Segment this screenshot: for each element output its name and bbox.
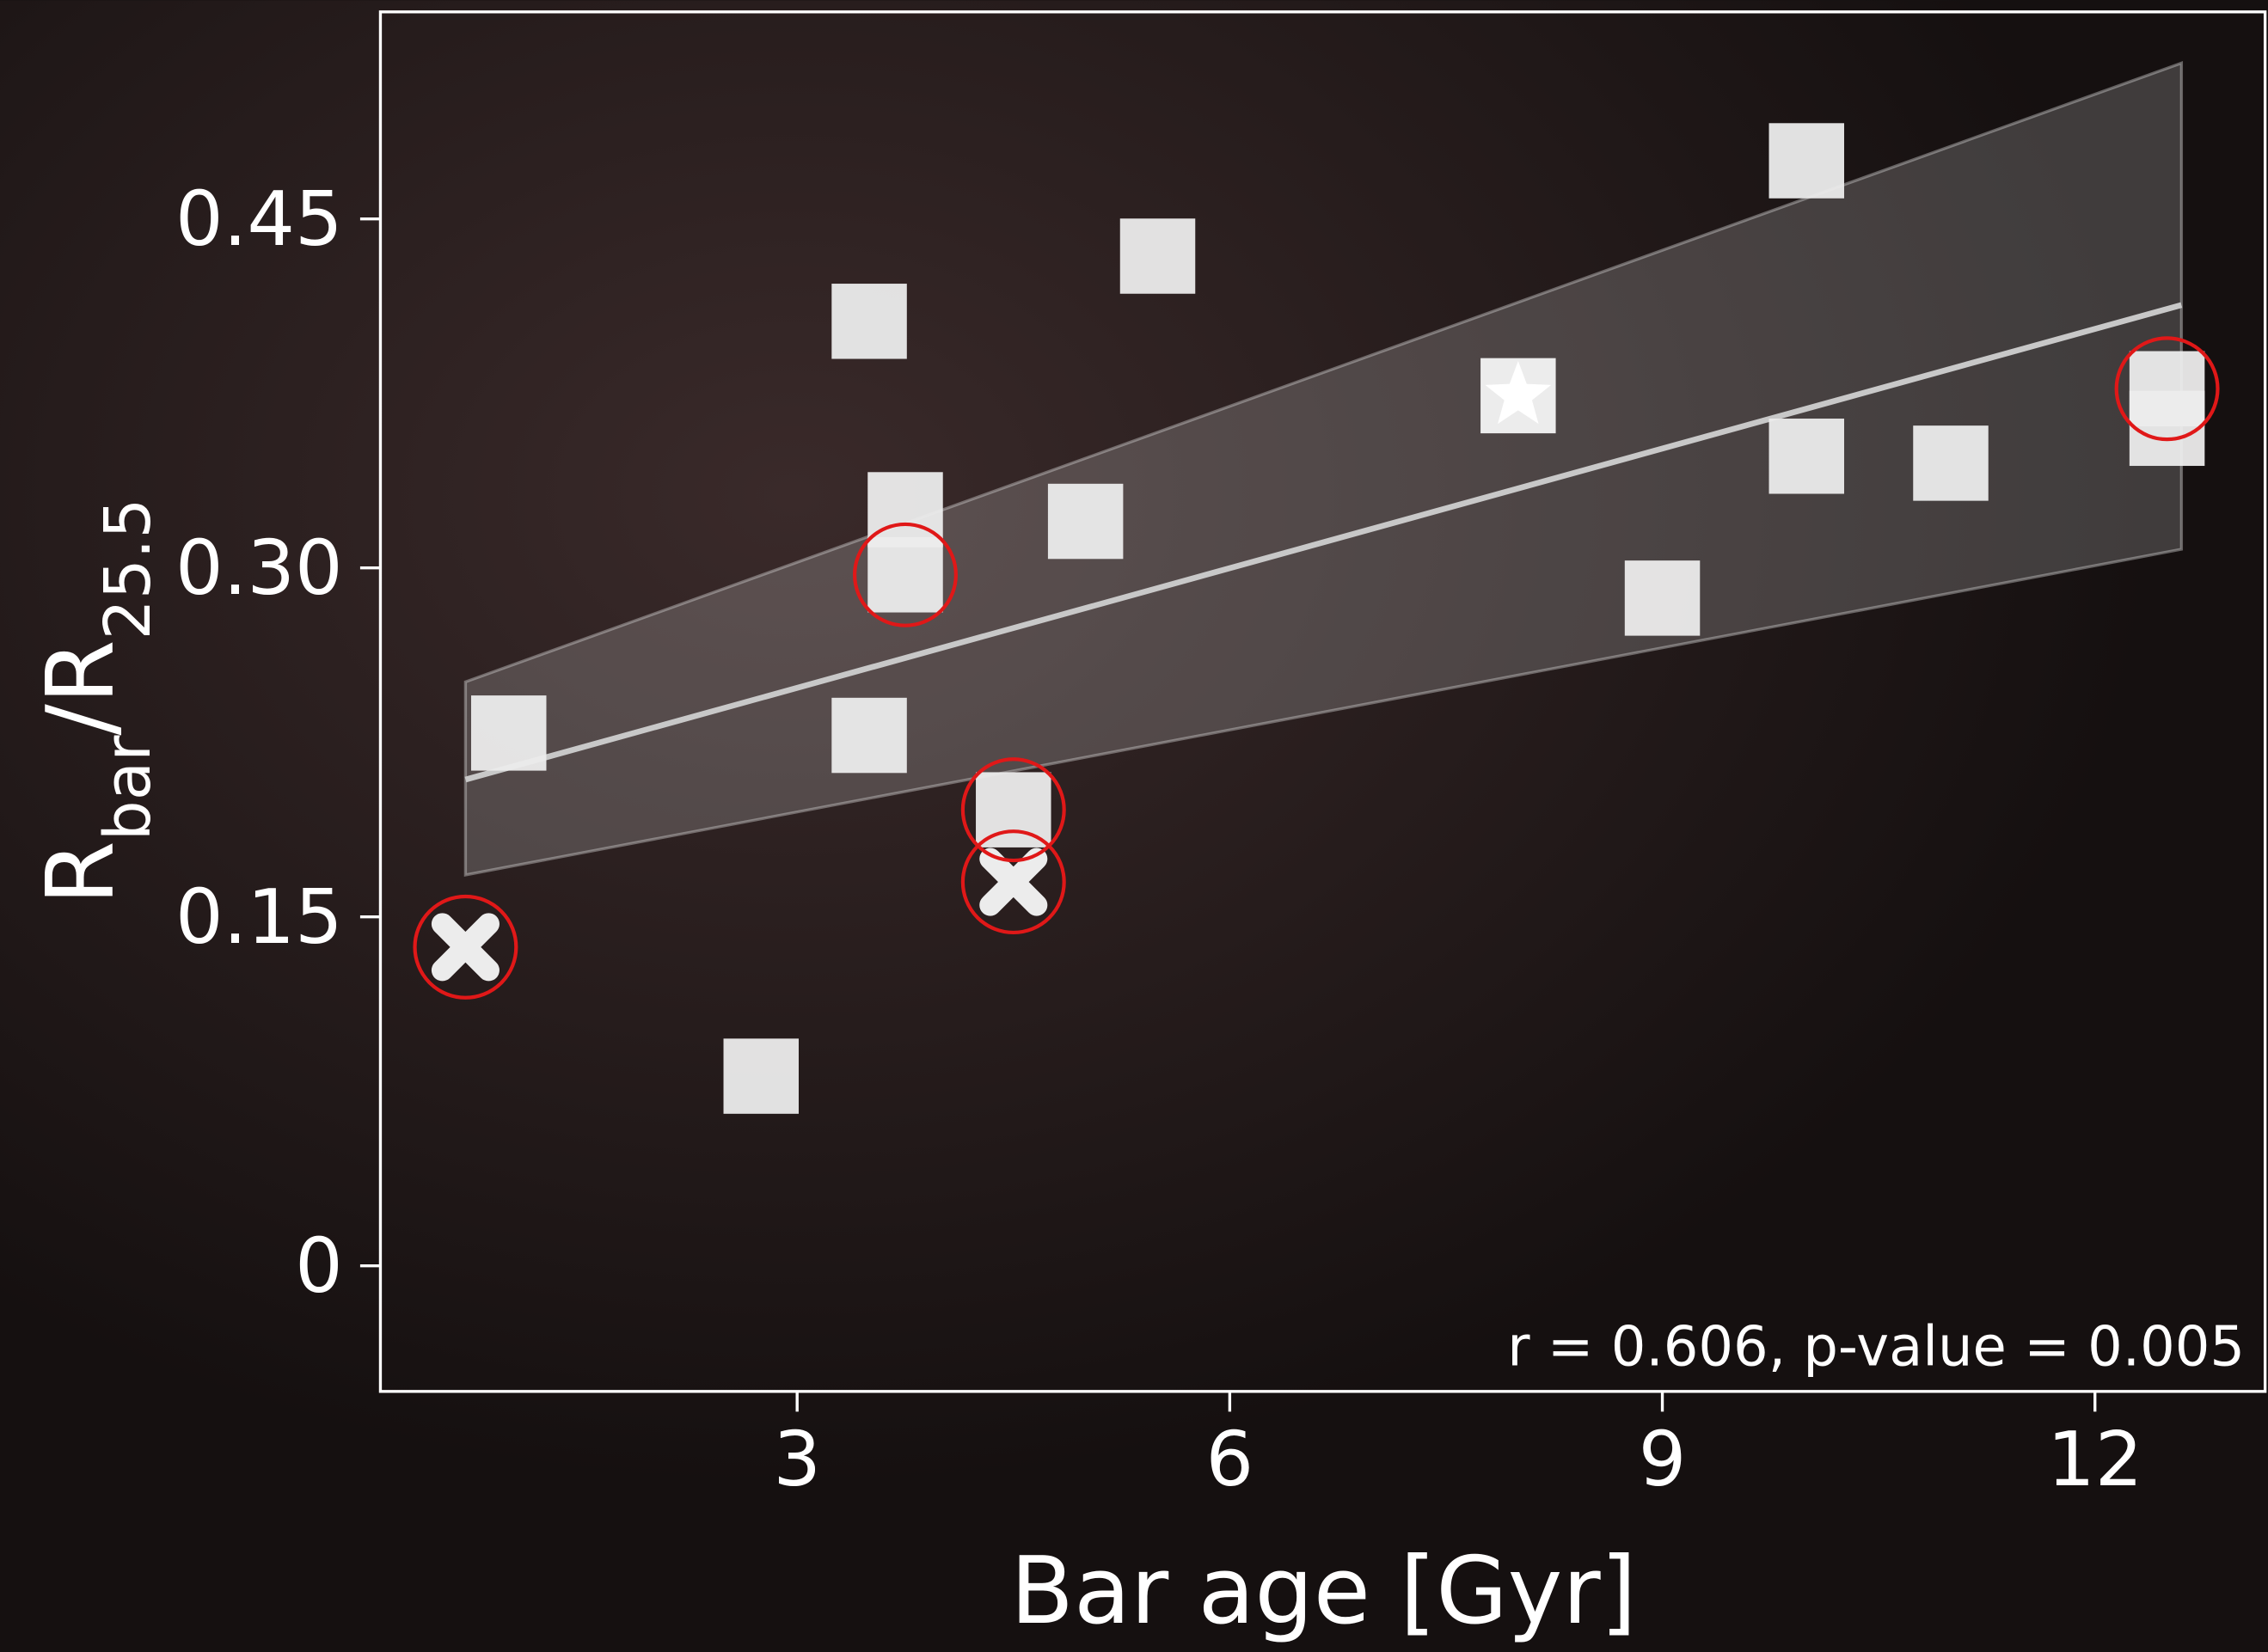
square-marker bbox=[471, 695, 547, 771]
y-label-part: R bbox=[28, 841, 135, 905]
x-tick-label: 6 bbox=[1206, 1416, 1254, 1503]
square-marker bbox=[831, 697, 907, 774]
square-marker bbox=[976, 772, 1051, 847]
y-tick-label: 0.30 bbox=[175, 524, 343, 612]
square-marker bbox=[1768, 123, 1845, 199]
highlight-circle bbox=[853, 522, 958, 627]
highlight-circle bbox=[960, 757, 1066, 863]
fit-line bbox=[464, 302, 2183, 783]
annotation: r = 0.606, p-value = 0.005 bbox=[1507, 1316, 2245, 1380]
square-marker bbox=[1119, 218, 1196, 294]
y-label-sub: 25.5 bbox=[91, 499, 165, 640]
cross-marker bbox=[979, 847, 1048, 916]
y-label-sub: bar bbox=[91, 735, 165, 841]
square-marker bbox=[1913, 425, 1989, 501]
y-axis-label: Rbar/R25.5 bbox=[28, 499, 165, 905]
square-marker bbox=[723, 1038, 800, 1114]
square-marker bbox=[1624, 560, 1701, 636]
y-tick-label: 0 bbox=[295, 1222, 343, 1310]
x-tick-label: 3 bbox=[773, 1416, 821, 1503]
square-marker bbox=[1768, 419, 1845, 494]
square-marker bbox=[867, 472, 943, 548]
confidence-band bbox=[463, 60, 2184, 877]
y-label-part: /R bbox=[28, 639, 135, 735]
x-tick-label: 12 bbox=[2047, 1416, 2142, 1503]
cross-marker bbox=[431, 913, 500, 982]
x-axis-label: Bar age [Gyr] bbox=[1010, 1538, 1636, 1645]
y-tick-label: 0.15 bbox=[175, 873, 343, 961]
highlight-circle bbox=[413, 894, 518, 1000]
y-tick-label: 0.45 bbox=[175, 175, 343, 263]
plot-frame bbox=[378, 10, 2267, 1393]
square-marker bbox=[867, 537, 943, 613]
highlight-circle bbox=[2114, 336, 2220, 442]
highlight-circle bbox=[960, 829, 1066, 935]
square-marker bbox=[2129, 390, 2205, 467]
star-marker bbox=[1480, 358, 1556, 434]
square-marker bbox=[1047, 483, 1124, 560]
x-tick-label: 9 bbox=[1639, 1416, 1687, 1503]
square-marker bbox=[831, 284, 907, 359]
star-shape bbox=[1485, 361, 1552, 425]
